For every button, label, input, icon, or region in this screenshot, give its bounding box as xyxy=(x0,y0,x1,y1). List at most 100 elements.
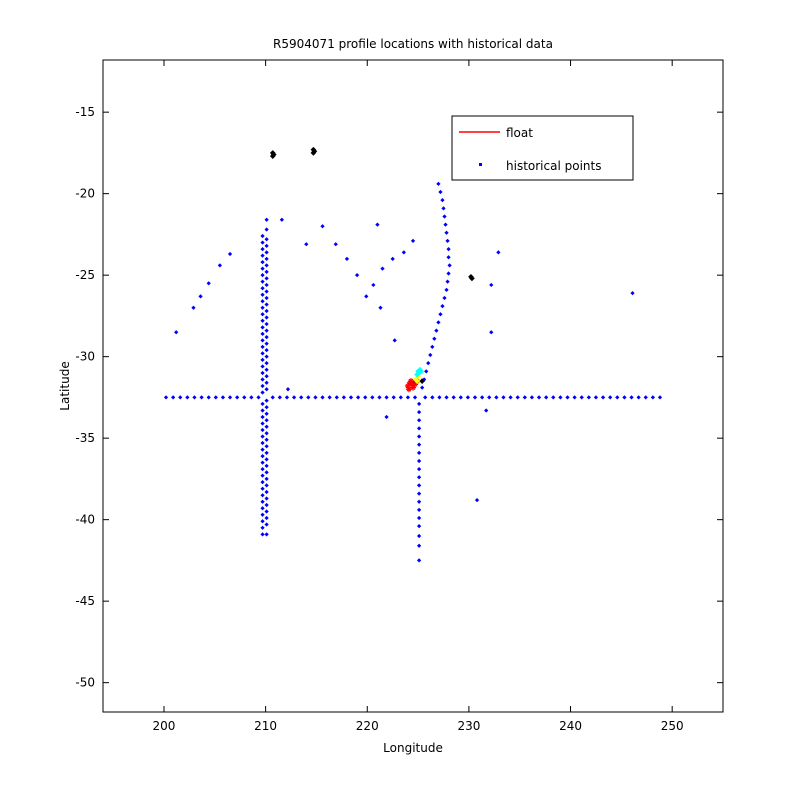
y-tick-label: -45 xyxy=(75,594,95,608)
data-point xyxy=(264,532,269,537)
data-point xyxy=(600,395,606,400)
data-point xyxy=(260,299,265,304)
data-point xyxy=(426,361,431,366)
data-point xyxy=(264,341,269,346)
x-tick-label: 210 xyxy=(254,719,277,733)
data-point xyxy=(264,457,269,462)
data-point xyxy=(430,395,435,400)
data-point xyxy=(418,368,424,375)
data-point xyxy=(163,395,169,400)
data-point xyxy=(264,250,269,255)
data-point xyxy=(363,395,368,400)
data-point xyxy=(444,395,449,400)
data-point xyxy=(260,246,265,252)
data-point xyxy=(446,271,451,276)
data-point xyxy=(496,250,501,255)
data-point xyxy=(437,395,442,400)
data-point xyxy=(260,370,265,376)
data-point xyxy=(522,395,527,400)
data-point xyxy=(378,305,383,310)
data-point xyxy=(264,227,269,232)
data-point xyxy=(260,453,265,459)
data-point xyxy=(279,217,285,222)
data-point xyxy=(260,467,265,472)
data-point xyxy=(354,273,360,278)
chart-title: R5904071 profile locations with historic… xyxy=(273,37,553,51)
data-point xyxy=(416,458,422,464)
data-point xyxy=(264,243,269,248)
data-point xyxy=(405,395,411,400)
data-point xyxy=(299,395,304,400)
float-point xyxy=(412,381,419,388)
data-point xyxy=(416,543,422,548)
data-point xyxy=(410,238,416,244)
data-point xyxy=(264,302,269,307)
y-tick-label: -40 xyxy=(75,513,95,527)
data-point xyxy=(622,395,627,400)
data-point xyxy=(423,395,428,400)
data-point xyxy=(636,395,641,400)
data-point xyxy=(440,198,445,203)
data-point xyxy=(384,395,389,400)
data-point xyxy=(264,496,269,501)
data-point xyxy=(414,378,420,384)
data-point xyxy=(355,395,361,400)
data-point xyxy=(416,533,422,539)
legend: float historical points xyxy=(451,115,634,181)
data-point xyxy=(264,470,269,475)
data-point xyxy=(334,395,339,400)
data-point xyxy=(260,364,265,369)
data-point xyxy=(428,352,433,358)
data-point xyxy=(608,395,613,400)
data-point xyxy=(260,318,265,323)
data-point xyxy=(333,242,338,247)
data-point xyxy=(260,486,265,491)
data-point xyxy=(650,395,655,400)
data-point xyxy=(348,395,354,400)
data-point xyxy=(579,395,584,400)
data-point xyxy=(264,321,269,327)
data-point xyxy=(264,374,269,379)
data-point xyxy=(269,153,276,159)
data-point xyxy=(178,395,183,400)
data-point xyxy=(260,383,265,389)
data-point xyxy=(264,256,269,261)
data-point xyxy=(436,181,441,187)
data-point xyxy=(593,395,599,400)
data-point xyxy=(260,377,265,382)
series-1 xyxy=(269,146,475,386)
data-point xyxy=(416,467,422,472)
float-point xyxy=(405,386,412,393)
data-point xyxy=(260,325,265,330)
data-point xyxy=(416,499,422,504)
series-4 xyxy=(414,366,424,378)
data-point xyxy=(536,395,542,400)
data-point xyxy=(260,408,265,413)
data-point xyxy=(320,224,325,229)
data-point xyxy=(416,401,422,407)
data-point xyxy=(304,242,309,247)
data-point xyxy=(264,398,269,403)
series-0 xyxy=(163,181,663,563)
x-tick-label: 220 xyxy=(356,719,379,733)
data-point xyxy=(264,424,269,429)
data-point xyxy=(264,463,269,468)
data-point xyxy=(327,395,332,400)
y-tick-label: -25 xyxy=(75,268,95,282)
data-point xyxy=(412,395,418,400)
y-tick-label: -50 xyxy=(75,676,95,690)
data-point xyxy=(264,450,269,455)
data-point xyxy=(264,489,269,495)
data-point xyxy=(487,395,492,400)
data-point xyxy=(264,276,269,281)
data-point xyxy=(264,269,269,275)
y-tick-label: -15 xyxy=(75,105,95,119)
data-point xyxy=(235,395,240,400)
x-tick-label: 250 xyxy=(661,719,684,733)
x-tick-label: 240 xyxy=(559,719,582,733)
data-point xyxy=(174,330,179,335)
data-point xyxy=(260,279,265,284)
data-point xyxy=(474,497,480,503)
legend-box xyxy=(451,115,634,181)
